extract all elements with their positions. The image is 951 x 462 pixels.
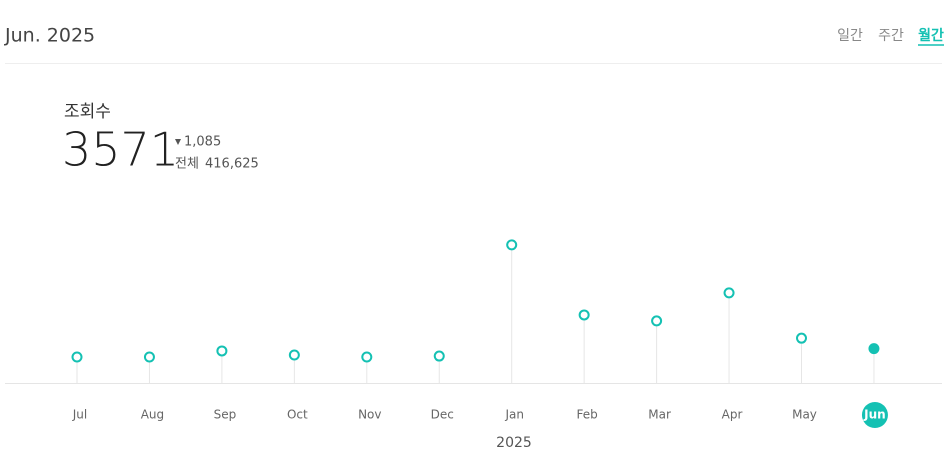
stat-value: 3571 <box>62 123 179 177</box>
point <box>723 287 735 299</box>
total-label: 전체 <box>175 157 199 172</box>
point <box>433 350 445 362</box>
x-tick-label[interactable]: Jan <box>504 408 524 422</box>
point <box>796 332 807 344</box>
x-tick-label[interactable]: Nov <box>358 408 381 422</box>
tab[interactable]: 일간 <box>837 28 863 44</box>
x-tick-label[interactable]: Mar <box>648 408 671 422</box>
x-tick-label[interactable]: Jun <box>863 408 886 422</box>
down-arrow <box>175 139 181 145</box>
x-tick-label[interactable]: Dec <box>431 408 454 422</box>
point <box>216 345 228 357</box>
x-tick-label[interactable]: May <box>792 408 817 422</box>
x-axis-label: 2025 <box>496 435 532 451</box>
selected-month <box>861 402 888 428</box>
point <box>506 239 518 251</box>
tab[interactable]: 주간 <box>878 28 904 44</box>
tab-active[interactable]: 월간 <box>918 27 944 44</box>
x-tick-label[interactable]: Apr <box>722 408 743 422</box>
x-tick-label[interactable]: Oct <box>287 408 308 422</box>
x-tick-label[interactable]: Feb <box>577 408 598 422</box>
total-value: 416,625 <box>205 157 259 172</box>
point <box>868 343 880 355</box>
x-tick-label[interactable]: Jul <box>72 408 87 422</box>
point <box>288 349 300 361</box>
stat-label: 조회수 <box>64 102 111 122</box>
x-tick-label[interactable]: Sep <box>214 408 237 422</box>
point <box>651 315 663 327</box>
point <box>143 351 155 363</box>
x-tick-label[interactable]: Aug <box>141 408 164 422</box>
point <box>361 351 373 363</box>
stat-change: 1,085 <box>184 135 221 150</box>
point <box>71 351 83 363</box>
point <box>578 309 590 321</box>
header-title: Jun. 2025 <box>4 25 95 47</box>
